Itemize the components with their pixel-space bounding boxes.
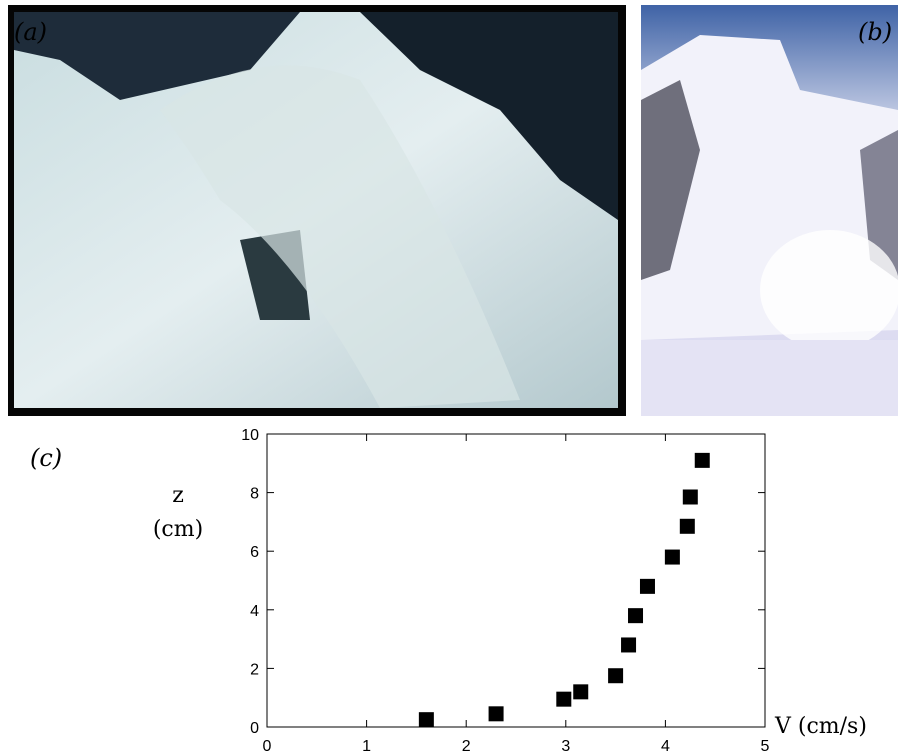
- data-point: [680, 519, 695, 534]
- data-point: [573, 684, 588, 699]
- data-point: [489, 706, 504, 721]
- y-tick-label: 6: [250, 544, 259, 561]
- data-point: [683, 489, 698, 504]
- scatter-plot: 0 1 2 3 4 5 0 2 4 6 8 10 V (cm/s) z (cm): [153, 427, 867, 753]
- figure: (a) (b) (c) 0 1 2 3 4 5 0 2 4 6 8 10 V (cm/s) z (cm): [0, 0, 904, 753]
- data-point: [695, 453, 710, 468]
- panel-label: (c): [30, 444, 62, 472]
- data-point: [628, 608, 643, 623]
- page: (a) (b) (c) 0 1 2 3 4 5 0 2 4 6 8 10 V (cm/s) z (cm) (…: [0, 0, 904, 753]
- panel-label: (a): [14, 18, 47, 46]
- y-tick-label: 4: [250, 603, 259, 620]
- x-tick-label: 3: [561, 738, 570, 753]
- y-tick-label: 2: [250, 661, 259, 678]
- y-axis-label: z: [172, 483, 184, 508]
- data-point: [419, 712, 434, 727]
- data-point: [621, 637, 636, 652]
- plot-frame: [267, 434, 765, 727]
- x-tick-label: 5: [761, 738, 770, 753]
- y-tick-label: 8: [250, 486, 259, 503]
- data-point: [640, 579, 655, 594]
- data-point: [665, 550, 680, 565]
- x-tick-label: 1: [362, 738, 371, 753]
- data-point: [608, 668, 623, 683]
- y-axis-label: (cm): [153, 517, 203, 542]
- photo-b: [641, 5, 900, 416]
- x-tick-label: 4: [661, 738, 670, 753]
- y-tick-label: 10: [241, 427, 259, 444]
- data-point: [556, 692, 571, 707]
- x-tick-label: 2: [462, 738, 471, 753]
- x-axis-label: V (cm/s): [774, 714, 867, 739]
- x-tick-label: 0: [263, 738, 272, 753]
- panel-label: (b): [858, 18, 892, 46]
- photo-a: [8, 5, 626, 416]
- y-tick-label: 0: [250, 720, 259, 737]
